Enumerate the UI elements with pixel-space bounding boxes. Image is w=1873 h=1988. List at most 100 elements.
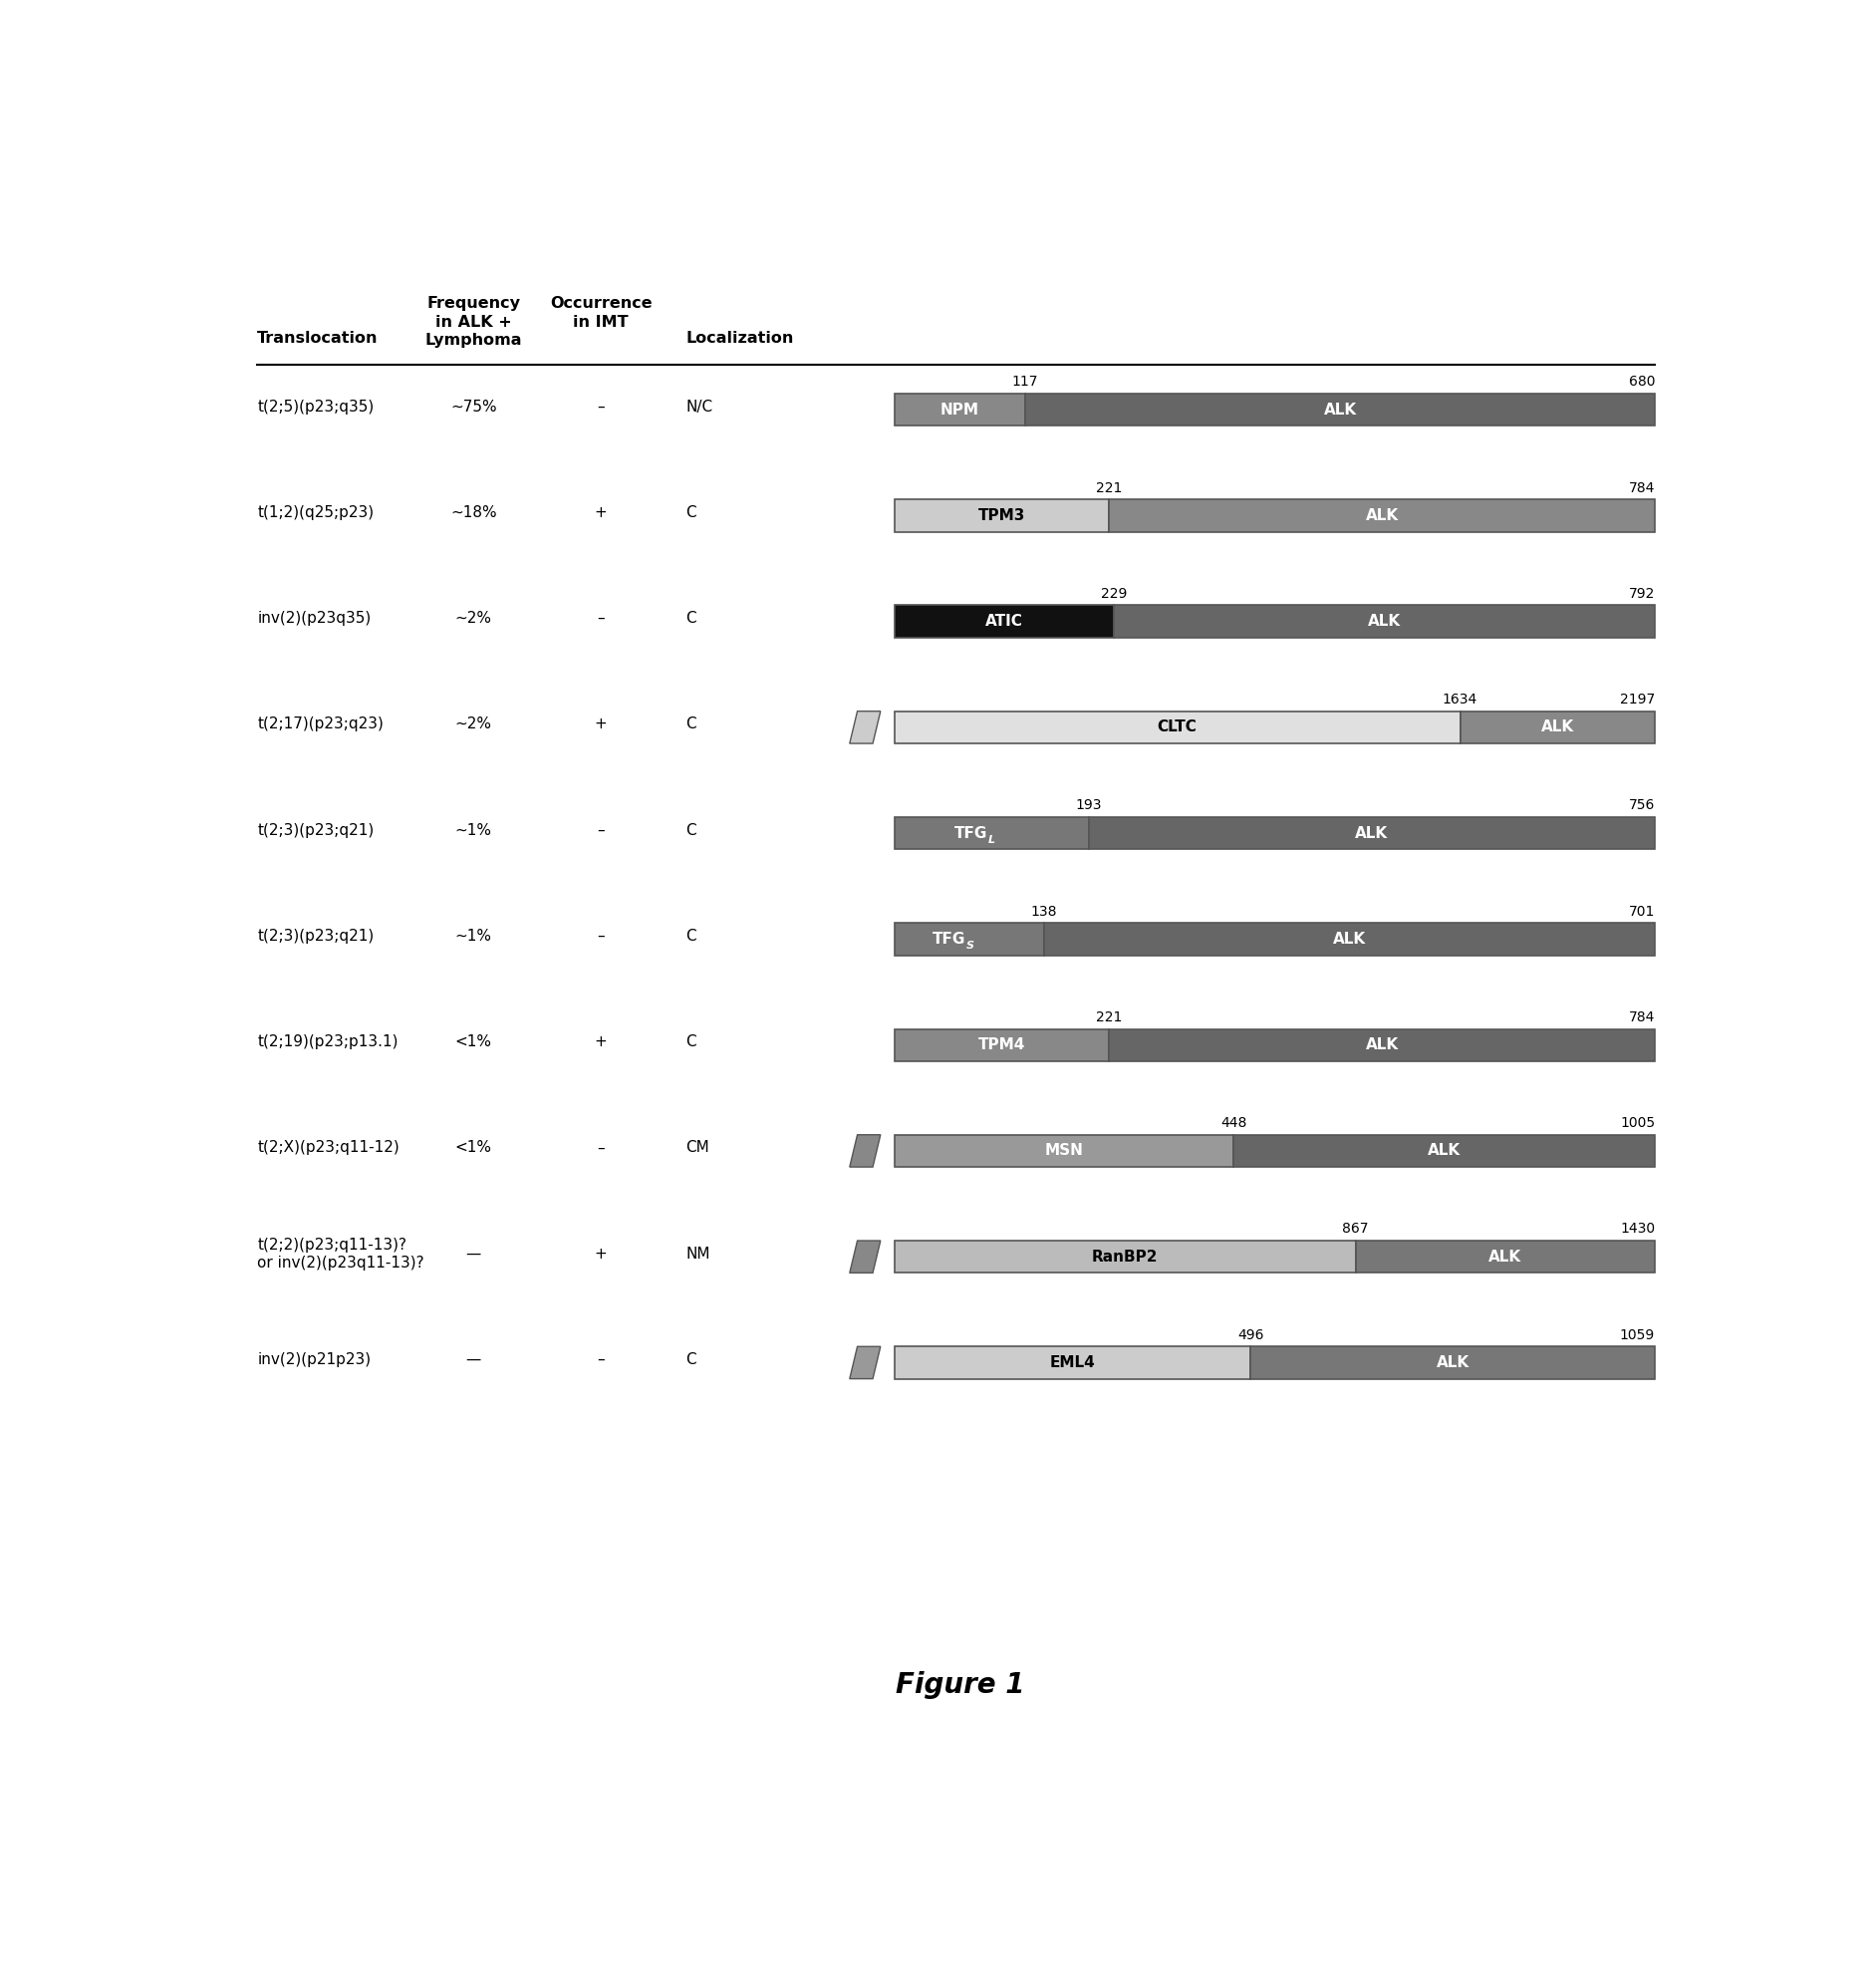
Text: ALK: ALK	[1332, 932, 1365, 946]
Text: Translocation: Translocation	[257, 332, 378, 346]
Text: t(2;3)(p23;q21): t(2;3)(p23;q21)	[257, 928, 375, 944]
Text: t(2;5)(p23;q35): t(2;5)(p23;q35)	[257, 400, 375, 414]
Text: 193: 193	[1075, 799, 1101, 813]
Bar	[1249, 1346, 1654, 1380]
Text: 867: 867	[1341, 1223, 1367, 1237]
Polygon shape	[848, 1346, 880, 1380]
Polygon shape	[848, 1241, 880, 1272]
Text: t(2;X)(p23;q11-12): t(2;X)(p23;q11-12)	[257, 1141, 399, 1155]
Text: ALK: ALK	[1365, 1038, 1397, 1052]
Bar	[1232, 1135, 1654, 1167]
Bar	[1114, 604, 1654, 638]
Text: TFG: TFG	[931, 932, 965, 946]
Text: 1634: 1634	[1442, 692, 1476, 706]
Bar	[893, 499, 1109, 531]
Text: CM: CM	[686, 1141, 710, 1155]
Bar	[1354, 1241, 1654, 1272]
Bar	[893, 604, 1114, 638]
Text: NPM: NPM	[940, 402, 980, 417]
Text: ~18%: ~18%	[450, 505, 496, 521]
Text: ~2%: ~2%	[455, 610, 493, 626]
Text: 221: 221	[1096, 481, 1122, 495]
Text: 229: 229	[1101, 586, 1128, 600]
Bar	[893, 394, 1025, 425]
Bar	[893, 1346, 1249, 1380]
Text: <1%: <1%	[455, 1141, 493, 1155]
Text: 117: 117	[1011, 376, 1038, 390]
Text: TFG: TFG	[953, 825, 987, 841]
Text: +: +	[594, 505, 607, 521]
Text: 2197: 2197	[1618, 692, 1654, 706]
Text: +: +	[594, 1034, 607, 1050]
Text: S: S	[966, 940, 974, 950]
Text: ALK: ALK	[1367, 614, 1401, 628]
Polygon shape	[848, 712, 880, 744]
Text: C: C	[686, 1352, 697, 1368]
Text: 701: 701	[1628, 905, 1654, 918]
Bar	[1043, 922, 1654, 954]
Text: inv(2)(p23q35): inv(2)(p23q35)	[257, 610, 371, 626]
Text: inv(2)(p21p23): inv(2)(p21p23)	[257, 1352, 371, 1368]
Text: ~1%: ~1%	[455, 823, 493, 837]
Text: 496: 496	[1236, 1328, 1262, 1342]
Text: TPM3: TPM3	[978, 509, 1025, 523]
Text: Occurrence
in IMT: Occurrence in IMT	[549, 296, 652, 330]
Bar	[893, 1241, 1354, 1272]
Text: 784: 784	[1628, 1010, 1654, 1024]
Text: NM: NM	[686, 1246, 710, 1260]
Text: ALK: ALK	[1427, 1143, 1459, 1159]
Bar	[1109, 499, 1654, 531]
Text: +: +	[594, 1246, 607, 1260]
Bar	[1459, 712, 1654, 744]
Text: 1005: 1005	[1618, 1115, 1654, 1129]
Text: t(2;3)(p23;q21): t(2;3)(p23;q21)	[257, 823, 375, 837]
Text: ATIC: ATIC	[985, 614, 1023, 628]
Bar	[1088, 817, 1654, 849]
Text: TPM4: TPM4	[978, 1038, 1025, 1052]
Text: ALK: ALK	[1540, 720, 1573, 736]
Text: ALK: ALK	[1365, 509, 1397, 523]
Text: 221: 221	[1096, 1010, 1122, 1024]
Text: –: –	[597, 1352, 605, 1368]
Bar	[893, 712, 1459, 744]
Bar	[1025, 394, 1654, 425]
Text: C: C	[686, 610, 697, 626]
Polygon shape	[848, 1135, 880, 1167]
Text: 1430: 1430	[1618, 1223, 1654, 1237]
Text: C: C	[686, 823, 697, 837]
Text: ~75%: ~75%	[450, 400, 496, 414]
Text: N/C: N/C	[686, 400, 712, 414]
Text: Localization: Localization	[686, 332, 794, 346]
Text: —: —	[466, 1246, 481, 1260]
Bar	[893, 1030, 1109, 1062]
Text: ALK: ALK	[1322, 402, 1356, 417]
Text: 448: 448	[1219, 1115, 1246, 1129]
Text: C: C	[686, 928, 697, 944]
Bar	[1109, 1030, 1654, 1062]
Text: MSN: MSN	[1043, 1143, 1083, 1159]
Text: C: C	[686, 1034, 697, 1050]
Text: Figure 1: Figure 1	[895, 1672, 1025, 1700]
Text: t(2;19)(p23;p13.1): t(2;19)(p23;p13.1)	[257, 1034, 399, 1050]
Text: ALK: ALK	[1354, 825, 1388, 841]
Text: L: L	[987, 835, 995, 845]
Text: 792: 792	[1628, 586, 1654, 600]
Bar	[893, 817, 1088, 849]
Text: 784: 784	[1628, 481, 1654, 495]
Text: 756: 756	[1628, 799, 1654, 813]
Text: EML4: EML4	[1049, 1356, 1094, 1370]
Text: C: C	[686, 505, 697, 521]
Bar	[893, 1135, 1232, 1167]
Text: t(2;17)(p23;q23): t(2;17)(p23;q23)	[257, 718, 384, 732]
Text: ALK: ALK	[1487, 1248, 1521, 1264]
Bar	[893, 922, 1043, 954]
Text: ~1%: ~1%	[455, 928, 493, 944]
Text: –: –	[597, 928, 605, 944]
Text: <1%: <1%	[455, 1034, 493, 1050]
Text: –: –	[597, 1141, 605, 1155]
Text: C: C	[686, 718, 697, 732]
Text: ~2%: ~2%	[455, 718, 493, 732]
Text: –: –	[597, 610, 605, 626]
Text: 1059: 1059	[1618, 1328, 1654, 1342]
Text: CLTC: CLTC	[1158, 720, 1197, 736]
